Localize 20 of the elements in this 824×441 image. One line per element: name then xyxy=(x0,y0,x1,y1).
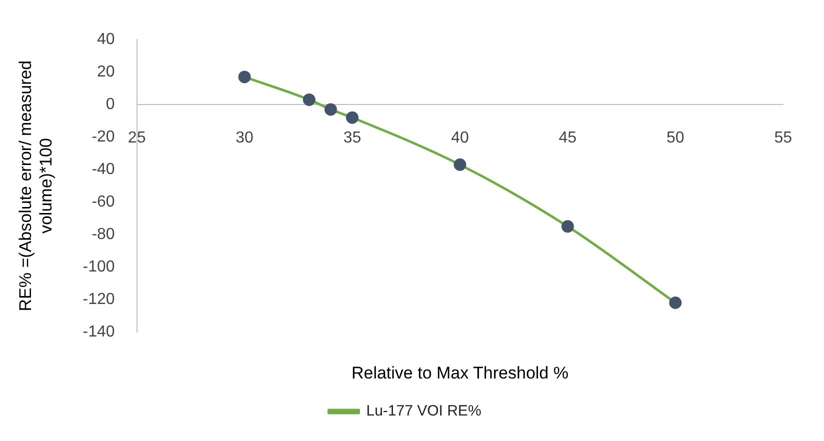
y-tick-label: 20 xyxy=(97,63,115,80)
y-axis-title: RE% =(Absolute error/ measured volume)*100 xyxy=(16,60,56,312)
x-tick-label: 35 xyxy=(343,130,362,147)
y-tick-label: -40 xyxy=(92,160,115,178)
y-tick-label: -20 xyxy=(92,128,115,146)
legend-label: Lu-177 VOI RE% xyxy=(366,402,482,420)
y-tick-label: -100 xyxy=(82,258,115,276)
y-tick-label: 0 xyxy=(106,96,115,113)
x-tick-label: 45 xyxy=(558,130,577,147)
y-tick-label: 40 xyxy=(97,31,115,48)
y-tick-label: -60 xyxy=(92,193,115,210)
y-tick-label: -80 xyxy=(92,226,115,243)
x-axis-title: Relative to Max Threshold % xyxy=(351,364,568,383)
x-tick-label: 40 xyxy=(451,130,469,147)
x-tick-label: 30 xyxy=(236,130,254,147)
y-tick-label: -120 xyxy=(82,290,115,308)
x-tick-label: 25 xyxy=(128,130,146,147)
x-tick-label: 50 xyxy=(666,130,684,147)
x-tick-label: 55 xyxy=(774,130,792,147)
y-tick-label: -140 xyxy=(82,323,115,340)
